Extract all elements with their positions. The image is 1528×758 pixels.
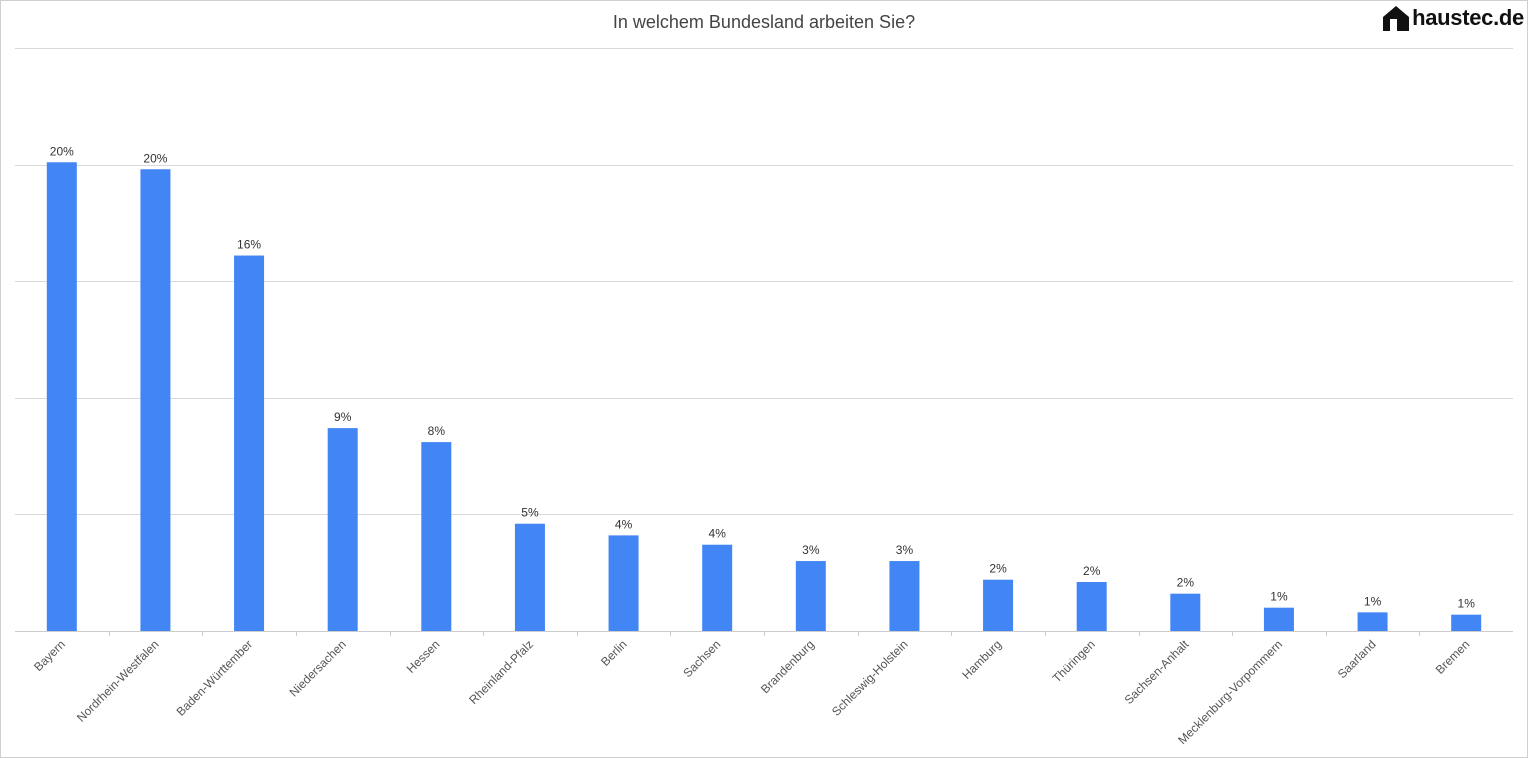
x-tick-label: Bremen <box>1433 637 1473 677</box>
x-tick-label: Schleswig-Holstein <box>829 637 911 719</box>
bar-baden-w-rttember <box>234 255 265 631</box>
x-tick-label: Thüringen <box>1050 637 1098 685</box>
bar-value-label: 4% <box>709 527 727 541</box>
x-tick-label: Baden-Württember <box>174 637 256 719</box>
bar-rheinland-pfalz <box>514 523 545 631</box>
x-tick-label: Sachsen-Anhalt <box>1122 637 1192 707</box>
x-tick-label: Bayern <box>31 637 68 674</box>
bar-th-ringen <box>1076 582 1107 631</box>
bar-value-label: 2% <box>989 562 1007 576</box>
bar-value-label: 2% <box>1177 576 1195 590</box>
bar-sachsen <box>702 544 733 631</box>
bar-value-label: 2% <box>1083 564 1101 578</box>
bar-value-label: 5% <box>521 506 539 520</box>
bar-sachsen-anhalt <box>1170 593 1201 631</box>
bar-value-label: 16% <box>237 238 261 252</box>
x-tick-label: Mecklenburg-Vorpommern <box>1175 637 1285 747</box>
bar-value-label: 3% <box>802 543 820 557</box>
x-tick-label: Brandenburg <box>758 637 817 696</box>
brand-logo: haustec.de <box>1382 4 1524 32</box>
bar-nordrhein-westfalen <box>140 169 171 632</box>
chart-title: In welchem Bundesland arbeiten Sie? <box>612 12 916 32</box>
brand-name: haustec.de <box>1412 5 1524 30</box>
x-tick-label: Hamburg <box>959 637 1004 682</box>
x-tick-label: Nordrhein-Westfalen <box>74 637 162 725</box>
bar-hessen <box>421 442 452 631</box>
x-tick-label: Rheinland-Pfalz <box>466 637 536 707</box>
x-tick-label: Niedersachen <box>287 637 349 699</box>
x-tick-label: Hessen <box>404 637 443 676</box>
bar-value-label: 4% <box>615 517 633 531</box>
bar-value-label: 20% <box>50 144 74 158</box>
bar-bremen <box>1451 614 1482 631</box>
x-tick-label: Sachsen <box>680 637 723 680</box>
bar-saarland <box>1357 612 1388 631</box>
bar-schleswig-holstein <box>889 561 920 631</box>
bar-brandenburg <box>795 561 826 631</box>
bar-value-label: 3% <box>896 543 914 557</box>
bar-mecklenburg-vorpommern <box>1263 607 1294 631</box>
bar-hamburg <box>983 579 1014 631</box>
bar-value-label: 1% <box>1458 597 1476 611</box>
x-tick-label: Berlin <box>598 637 630 669</box>
x-tick-label: Saarland <box>1335 637 1379 681</box>
bar-value-label: 8% <box>428 424 446 438</box>
bar-value-label: 1% <box>1364 594 1382 608</box>
house-icon <box>1383 6 1410 31</box>
bar-niedersachen <box>327 428 358 631</box>
bar-bayern <box>46 162 77 631</box>
bar-value-label: 20% <box>143 151 167 165</box>
bar-berlin <box>608 535 639 631</box>
bar-value-label: 1% <box>1270 590 1288 604</box>
bar-value-label: 9% <box>334 410 352 424</box>
